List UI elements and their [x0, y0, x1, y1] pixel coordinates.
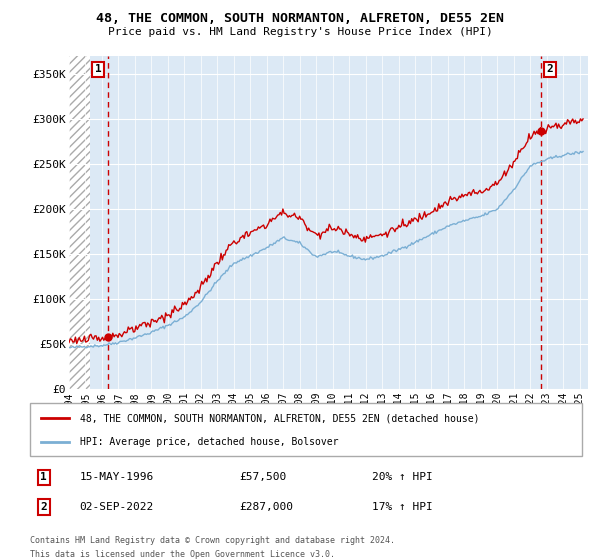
- Text: 17% ↑ HPI: 17% ↑ HPI: [372, 502, 433, 512]
- Text: £57,500: £57,500: [240, 473, 287, 482]
- Text: 1: 1: [40, 473, 47, 482]
- Text: £287,000: £287,000: [240, 502, 294, 512]
- Text: 48, THE COMMON, SOUTH NORMANTON, ALFRETON, DE55 2EN: 48, THE COMMON, SOUTH NORMANTON, ALFRETO…: [96, 12, 504, 25]
- Text: 2: 2: [40, 502, 47, 512]
- Text: This data is licensed under the Open Government Licence v3.0.: This data is licensed under the Open Gov…: [30, 550, 335, 559]
- Text: 48, THE COMMON, SOUTH NORMANTON, ALFRETON, DE55 2EN (detached house): 48, THE COMMON, SOUTH NORMANTON, ALFRETO…: [80, 413, 479, 423]
- Text: 02-SEP-2022: 02-SEP-2022: [80, 502, 154, 512]
- Text: Price paid vs. HM Land Registry's House Price Index (HPI): Price paid vs. HM Land Registry's House …: [107, 27, 493, 38]
- Bar: [69, 56, 91, 389]
- Text: 20% ↑ HPI: 20% ↑ HPI: [372, 473, 433, 482]
- Text: HPI: Average price, detached house, Bolsover: HPI: Average price, detached house, Bols…: [80, 436, 338, 446]
- Text: Contains HM Land Registry data © Crown copyright and database right 2024.: Contains HM Land Registry data © Crown c…: [30, 536, 395, 545]
- FancyBboxPatch shape: [30, 403, 582, 456]
- Text: 1: 1: [95, 64, 101, 74]
- Text: 2: 2: [547, 64, 553, 74]
- Text: 15-MAY-1996: 15-MAY-1996: [80, 473, 154, 482]
